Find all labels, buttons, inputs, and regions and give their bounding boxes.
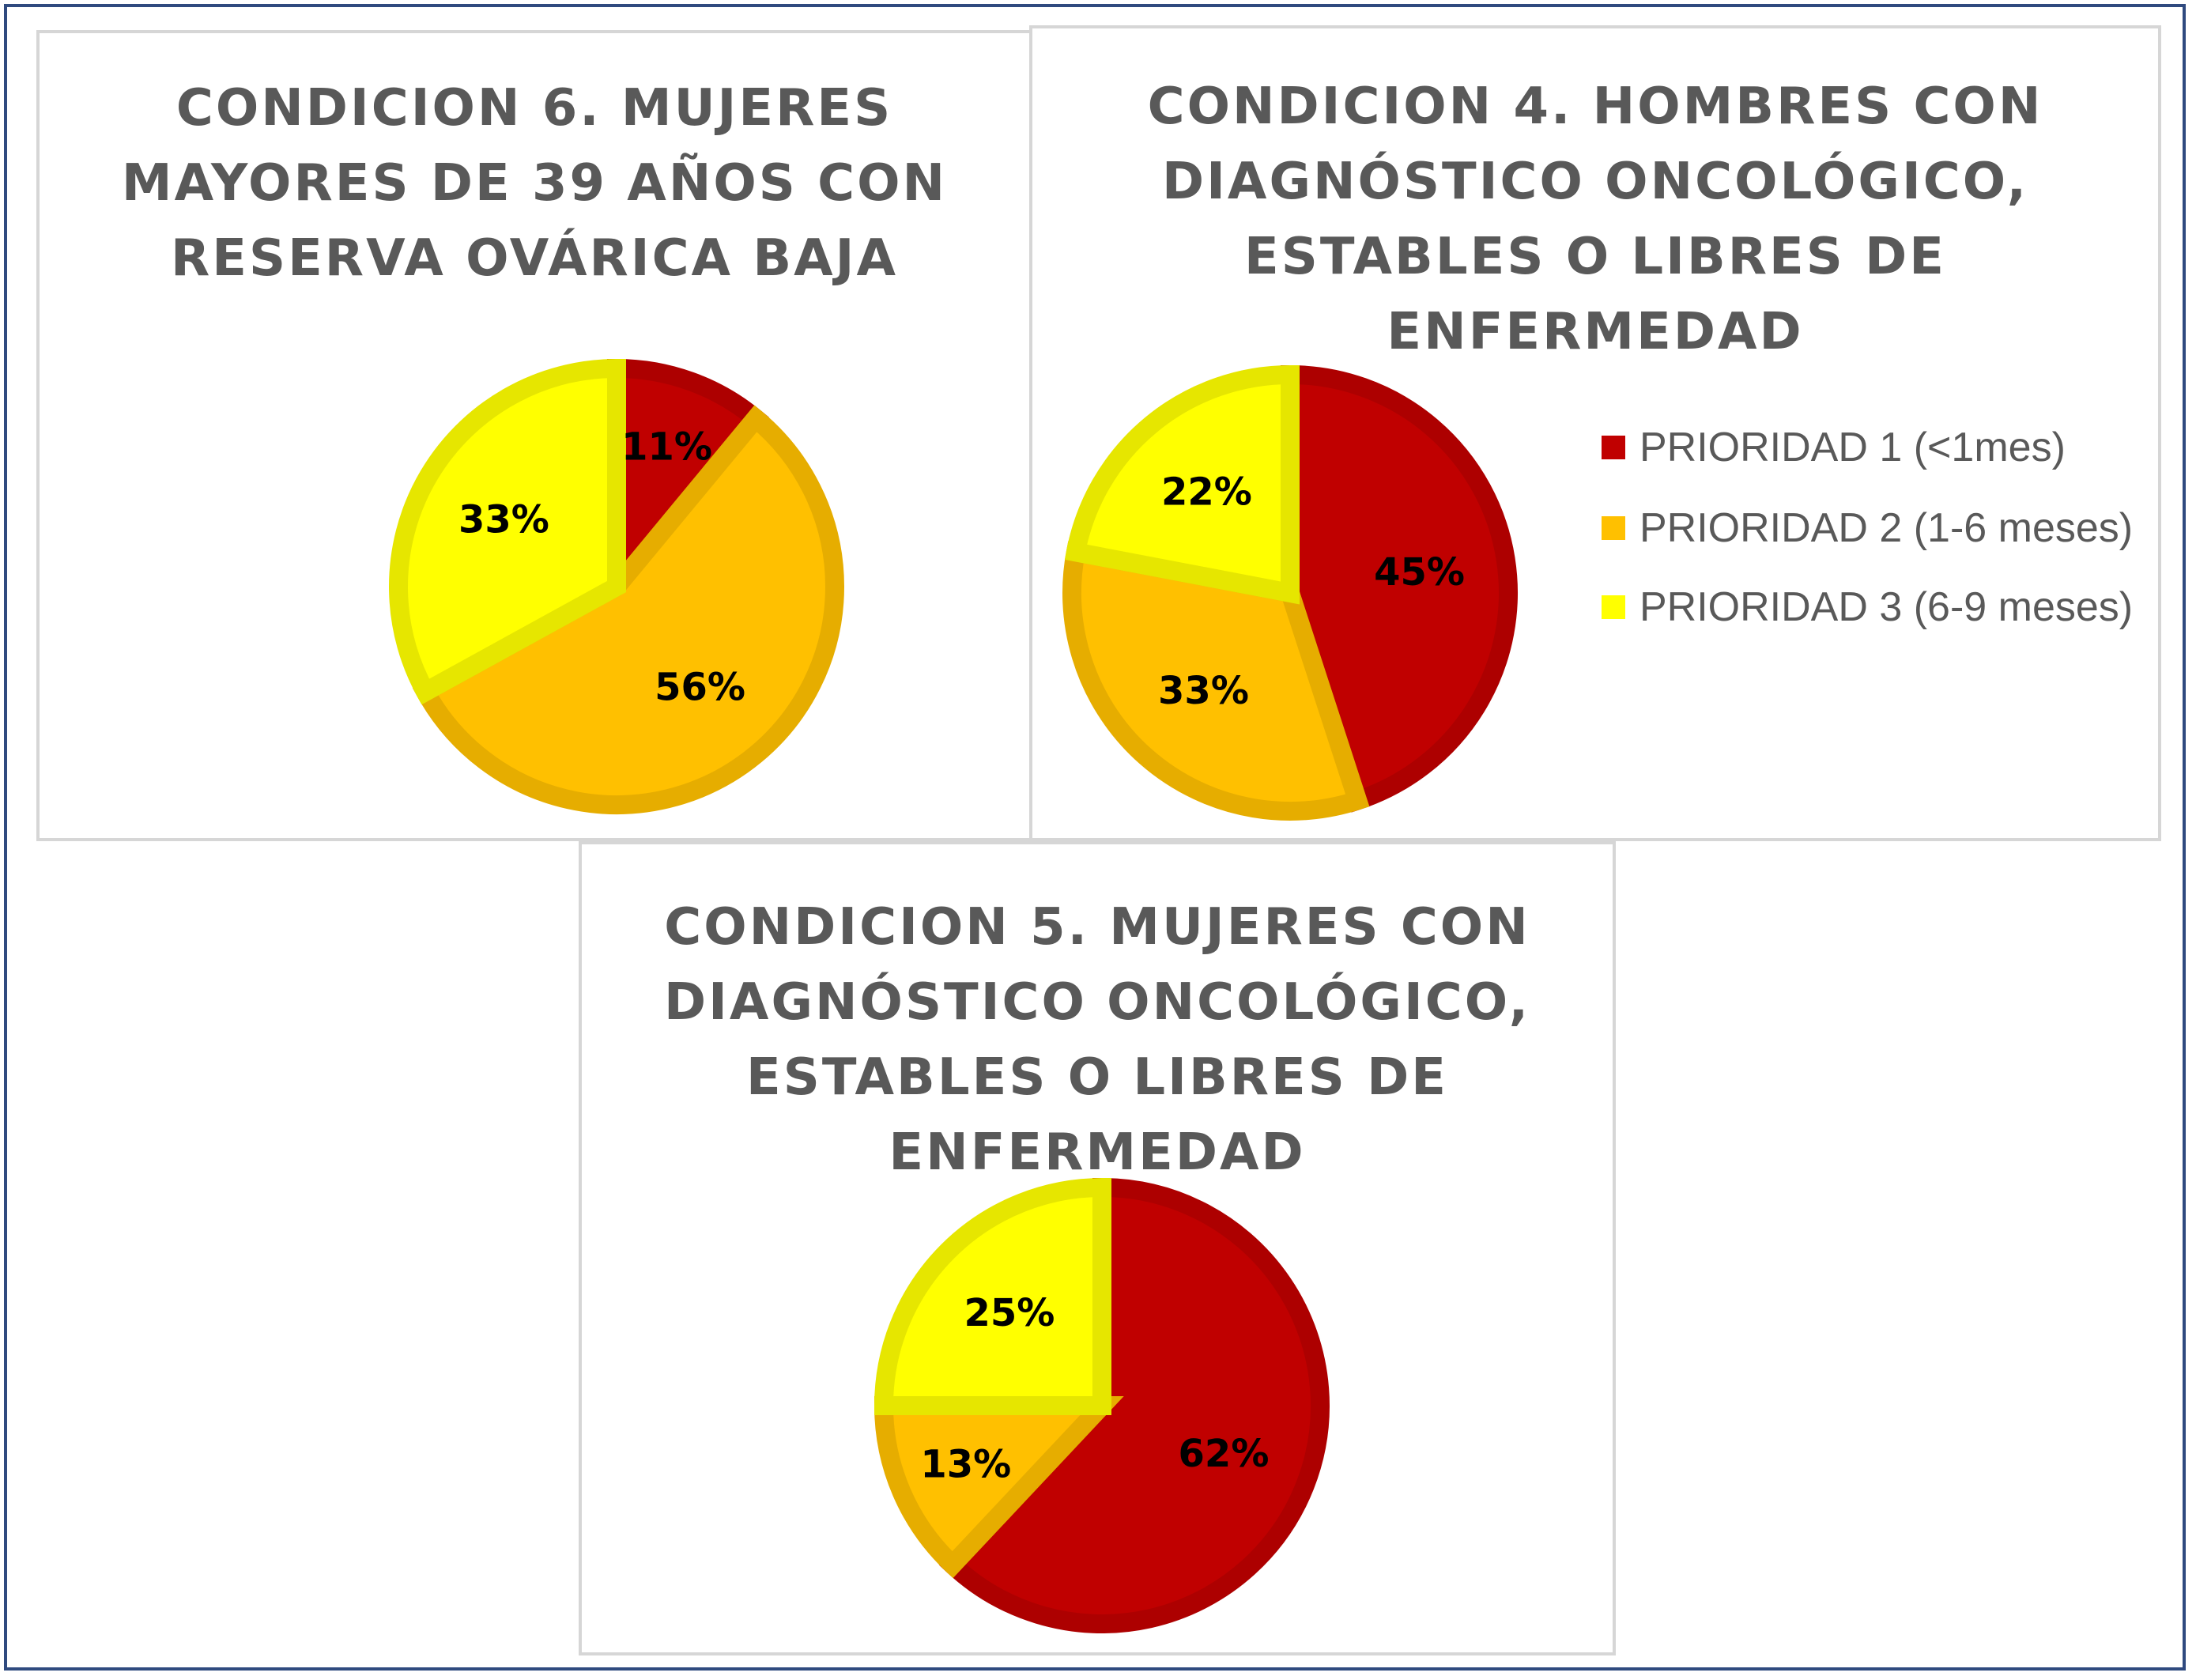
pie-slice-prioridad-2 [412, 405, 844, 814]
pie-data-label-prioridad-3: 22% [1161, 470, 1252, 514]
chart-panel-condicion-6: CONDICION 6. MUJERES MAYORES DE 39 AÑOS … [36, 30, 1032, 841]
figure-frame [4, 4, 2186, 1671]
legend-swatch [1602, 516, 1625, 540]
legend-item-prioridad-2: PRIORIDAD 2 (1-6 meses) [1602, 504, 2133, 552]
pie-data-label-prioridad-1: 45% [1374, 550, 1465, 595]
pie-chart: 11% 56% 33% [389, 358, 844, 814]
chart-panel-condicion-5: CONDICION 5. MUJERES CON DIAGNÓSTICO ONC… [579, 841, 1616, 1655]
pie-slice-prioridad-1 [1281, 364, 1518, 813]
legend-item-prioridad-3: PRIORIDAD 3 (6-9 meses) [1602, 583, 2133, 631]
legend-label: PRIORIDAD 1 (<1mes) [1639, 425, 2066, 470]
pie-slice-prioridad-2 [873, 1396, 1124, 1579]
pie-slice-prioridad-3 [389, 358, 626, 705]
legend-swatch [1602, 595, 1625, 619]
chart-title: CONDICION 5. MUJERES CON DIAGNÓSTICO ONC… [663, 898, 1531, 1182]
legend-label: PRIORIDAD 3 (6-9 meses) [1639, 584, 2134, 630]
pie-slice-prioridad-2 [1062, 541, 1370, 821]
pie-data-label-prioridad-1: 62% [1179, 1432, 1270, 1476]
pie-data-label-prioridad-3: 25% [964, 1291, 1055, 1335]
legend-item-prioridad-1: PRIORIDAD 1 (<1mes) [1602, 424, 2066, 471]
pie-data-label-prioridad-2: 13% [920, 1443, 1011, 1487]
chart-title: CONDICION 4. HOMBRES CON DIAGNÓSTICO ONC… [1147, 77, 2043, 361]
pie-data-label-prioridad-3: 33% [458, 498, 549, 542]
legend-swatch [1602, 436, 1625, 459]
pie-data-label-prioridad-2: 56% [655, 666, 745, 710]
chart-panel-condicion-4: CONDICION 4. HOMBRES CON DIAGNÓSTICO ONC… [1029, 25, 2161, 841]
pie-data-label-prioridad-2: 33% [1158, 669, 1249, 713]
chart-title: CONDICION 6. MUJERES MAYORES DE 39 AÑOS … [121, 79, 948, 288]
pie-slice-prioridad-3 [1064, 364, 1300, 605]
pie-chart: 62% 13% 25% [873, 1177, 1330, 1633]
pie-chart: 45% 33% 22% [1062, 364, 1518, 821]
pie-slice-prioridad-3 [873, 1177, 1111, 1415]
pie-data-label-prioridad-1: 11% [621, 425, 712, 469]
pie-slice-prioridad-1 [939, 1177, 1330, 1633]
legend-label: PRIORIDAD 2 (1-6 meses) [1639, 505, 2134, 551]
